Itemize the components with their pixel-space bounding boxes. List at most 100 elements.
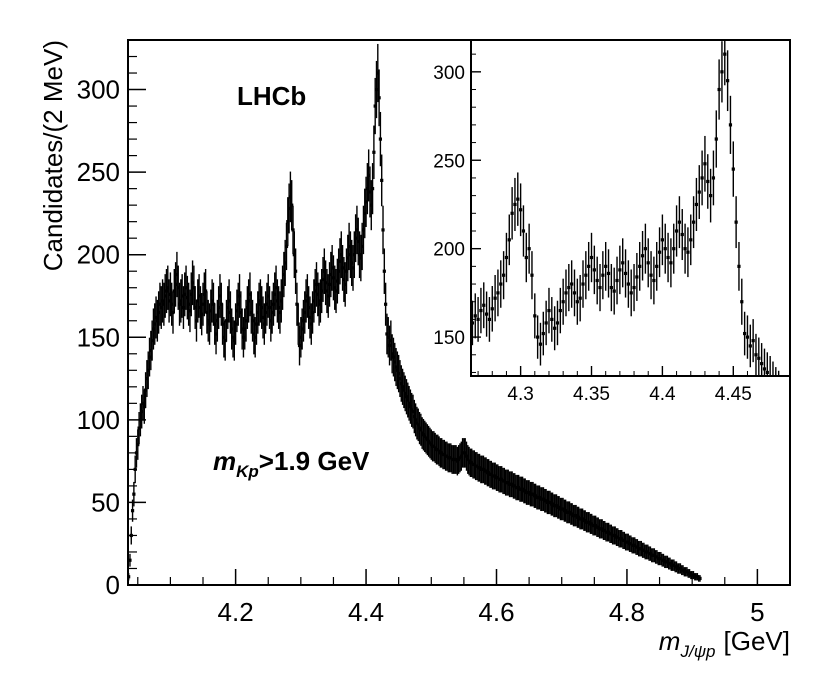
main-data-point [307, 305, 311, 310]
main-data-point [300, 327, 304, 331]
main-data-point [286, 220, 290, 224]
main-data-point [171, 310, 175, 315]
x-tick-label: 4.6 [478, 597, 514, 627]
inset-data-point [757, 356, 761, 360]
main-data-point [389, 338, 393, 343]
main-data-point [500, 477, 504, 481]
main-data-point [517, 485, 521, 490]
x-tick-label: 5 [750, 597, 764, 627]
main-data-point [378, 137, 383, 141]
inset-data-point [754, 353, 758, 357]
main-data-point [580, 517, 585, 521]
main-data-point [594, 523, 598, 528]
inset-data-point [717, 87, 721, 92]
main-data-point [254, 322, 259, 326]
main-data-point [537, 495, 542, 500]
main-data-point [128, 558, 132, 562]
main-data-point [681, 568, 685, 572]
main-data-point [245, 305, 249, 310]
main-data-point [308, 315, 312, 320]
inset-data-point [609, 285, 613, 290]
main-data-point [603, 528, 607, 533]
main-data-point [202, 292, 206, 296]
main-data-point [350, 261, 354, 265]
main-data-point [652, 553, 656, 557]
x-tick-label: 4.2 [218, 597, 254, 627]
main-data-point [146, 368, 150, 372]
main-data-point [477, 466, 482, 470]
inset-data-point [473, 314, 477, 318]
inset-data-point [595, 278, 599, 283]
main-data-point [626, 540, 630, 544]
main-data-point [264, 310, 268, 315]
main-data-point [207, 322, 212, 326]
inset-data-point [547, 308, 551, 313]
main-data-point [192, 286, 196, 290]
main-data-point [342, 277, 346, 282]
main-data-point [275, 299, 279, 303]
inset-data-point [643, 247, 647, 251]
main-data-point [489, 472, 493, 476]
main-data-point [600, 527, 604, 531]
main-data-point [481, 467, 486, 471]
main-data-point [256, 310, 260, 315]
inset-data-point [751, 339, 755, 343]
inset-data-point [737, 264, 741, 268]
main-data-point [433, 446, 437, 450]
inset-data-point [669, 261, 673, 265]
main-data-point [312, 299, 316, 303]
inset-data-point [516, 197, 520, 201]
main-data-point [279, 299, 283, 303]
main-data-point [163, 294, 167, 298]
main-data-point [257, 302, 261, 306]
main-data-point [127, 575, 131, 579]
inset-x-tick-label: 4.45 [715, 384, 752, 405]
main-data-point [454, 457, 458, 462]
main-data-point [360, 244, 364, 249]
inset-data-point [612, 289, 616, 293]
main-data-point [436, 447, 440, 452]
main-data-point [356, 239, 360, 244]
main-data-point [158, 302, 162, 306]
main-data-point [590, 522, 594, 526]
main-data-point [561, 507, 565, 511]
main-data-point [411, 409, 415, 414]
main-data-point [134, 451, 139, 455]
inset-data-point [493, 296, 497, 300]
y-tick-label: 200 [77, 240, 120, 270]
inset-data-point [533, 314, 537, 318]
main-data-point [291, 228, 295, 232]
inset-ticks: 4.3 4.35 4.4 4.45 150 200 250 300 [433, 53, 791, 405]
main-data-point [417, 426, 422, 430]
inset-data-point [646, 261, 650, 265]
main-data-point [201, 302, 205, 306]
inset-data-point [632, 285, 636, 290]
inset-data-point [601, 273, 605, 277]
main-data-point [459, 454, 463, 458]
main-data-point [648, 552, 653, 556]
main-data-point [420, 431, 424, 435]
main-data-point [395, 368, 399, 372]
main-data-point [211, 302, 216, 306]
inset-data-point [550, 317, 554, 322]
main-data-point [340, 266, 345, 270]
inset-data-point [731, 167, 735, 171]
main-data-point [674, 565, 679, 569]
main-data-point [230, 327, 234, 331]
main-data-point [200, 312, 204, 316]
inset-data-point [502, 273, 506, 277]
main-data-point [463, 451, 467, 455]
main-data-point [145, 376, 149, 381]
main-data-point [668, 561, 672, 566]
inset-data-point [677, 220, 682, 224]
main-data-point [333, 286, 337, 290]
main-data-point [234, 322, 238, 326]
main-data-point [432, 444, 436, 448]
inset-data-point [507, 238, 511, 242]
main-data-point [141, 401, 145, 405]
main-data-point [445, 454, 449, 458]
main-data-point [381, 228, 385, 232]
inset-data-point [513, 202, 517, 207]
main-data-point [239, 310, 243, 315]
